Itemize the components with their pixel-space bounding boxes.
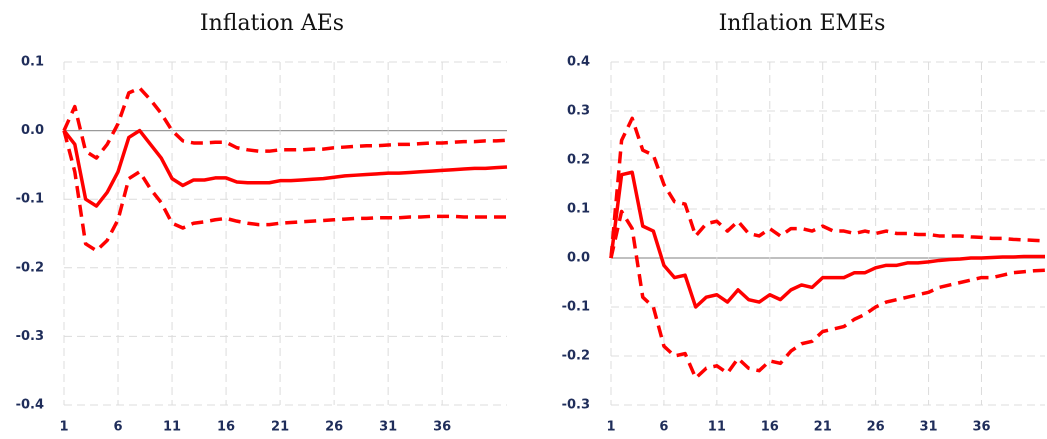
y-tick-label: -0.2 <box>16 260 44 275</box>
y-tick-label: 0.0 <box>567 251 590 266</box>
x-tick-label: 21 <box>814 420 832 435</box>
y-tick-label: 0.1 <box>567 202 590 217</box>
y-tick-label: -0.1 <box>16 192 44 207</box>
x-tick-label: 6 <box>659 420 668 435</box>
y-tick-label: 0.1 <box>21 55 44 70</box>
y-tick-label: -0.3 <box>16 329 44 344</box>
x-tick-label: 11 <box>163 420 181 435</box>
y-tick-label: -0.4 <box>16 398 44 413</box>
x-tick-label: 16 <box>761 420 779 435</box>
x-tick-label: 36 <box>972 420 990 435</box>
x-tick-label: 36 <box>433 420 451 435</box>
x-tick-label: 21 <box>271 420 289 435</box>
x-tick-label: 26 <box>325 420 343 435</box>
x-tick-label: 1 <box>606 420 615 435</box>
y-tick-label: 0.4 <box>567 55 590 70</box>
median-line <box>62 128 508 208</box>
x-tick-label: 16 <box>217 420 235 435</box>
y-tick-label: 0.0 <box>21 123 44 138</box>
x-tick-label: 1 <box>59 420 68 435</box>
x-tick-label: 26 <box>867 420 885 435</box>
x-tick-label: 6 <box>114 420 123 435</box>
x-tick-label: 31 <box>920 420 938 435</box>
band-line <box>609 209 1046 380</box>
y-tick-label: 0.3 <box>567 104 590 119</box>
chart-title: Inflation AEs <box>200 11 344 36</box>
y-tick-label: -0.1 <box>562 300 590 315</box>
y-tick-label: 0.2 <box>567 153 590 168</box>
band-line <box>609 116 1046 259</box>
y-tick-label: -0.3 <box>562 398 590 413</box>
x-tick-label: 31 <box>379 420 397 435</box>
band-line <box>62 130 507 253</box>
chart-title: Inflation EMEs <box>719 11 886 36</box>
x-tick-label: 11 <box>708 420 726 435</box>
band-line <box>62 86 508 160</box>
median-line <box>609 170 1045 309</box>
y-tick-label: -0.2 <box>562 349 590 364</box>
